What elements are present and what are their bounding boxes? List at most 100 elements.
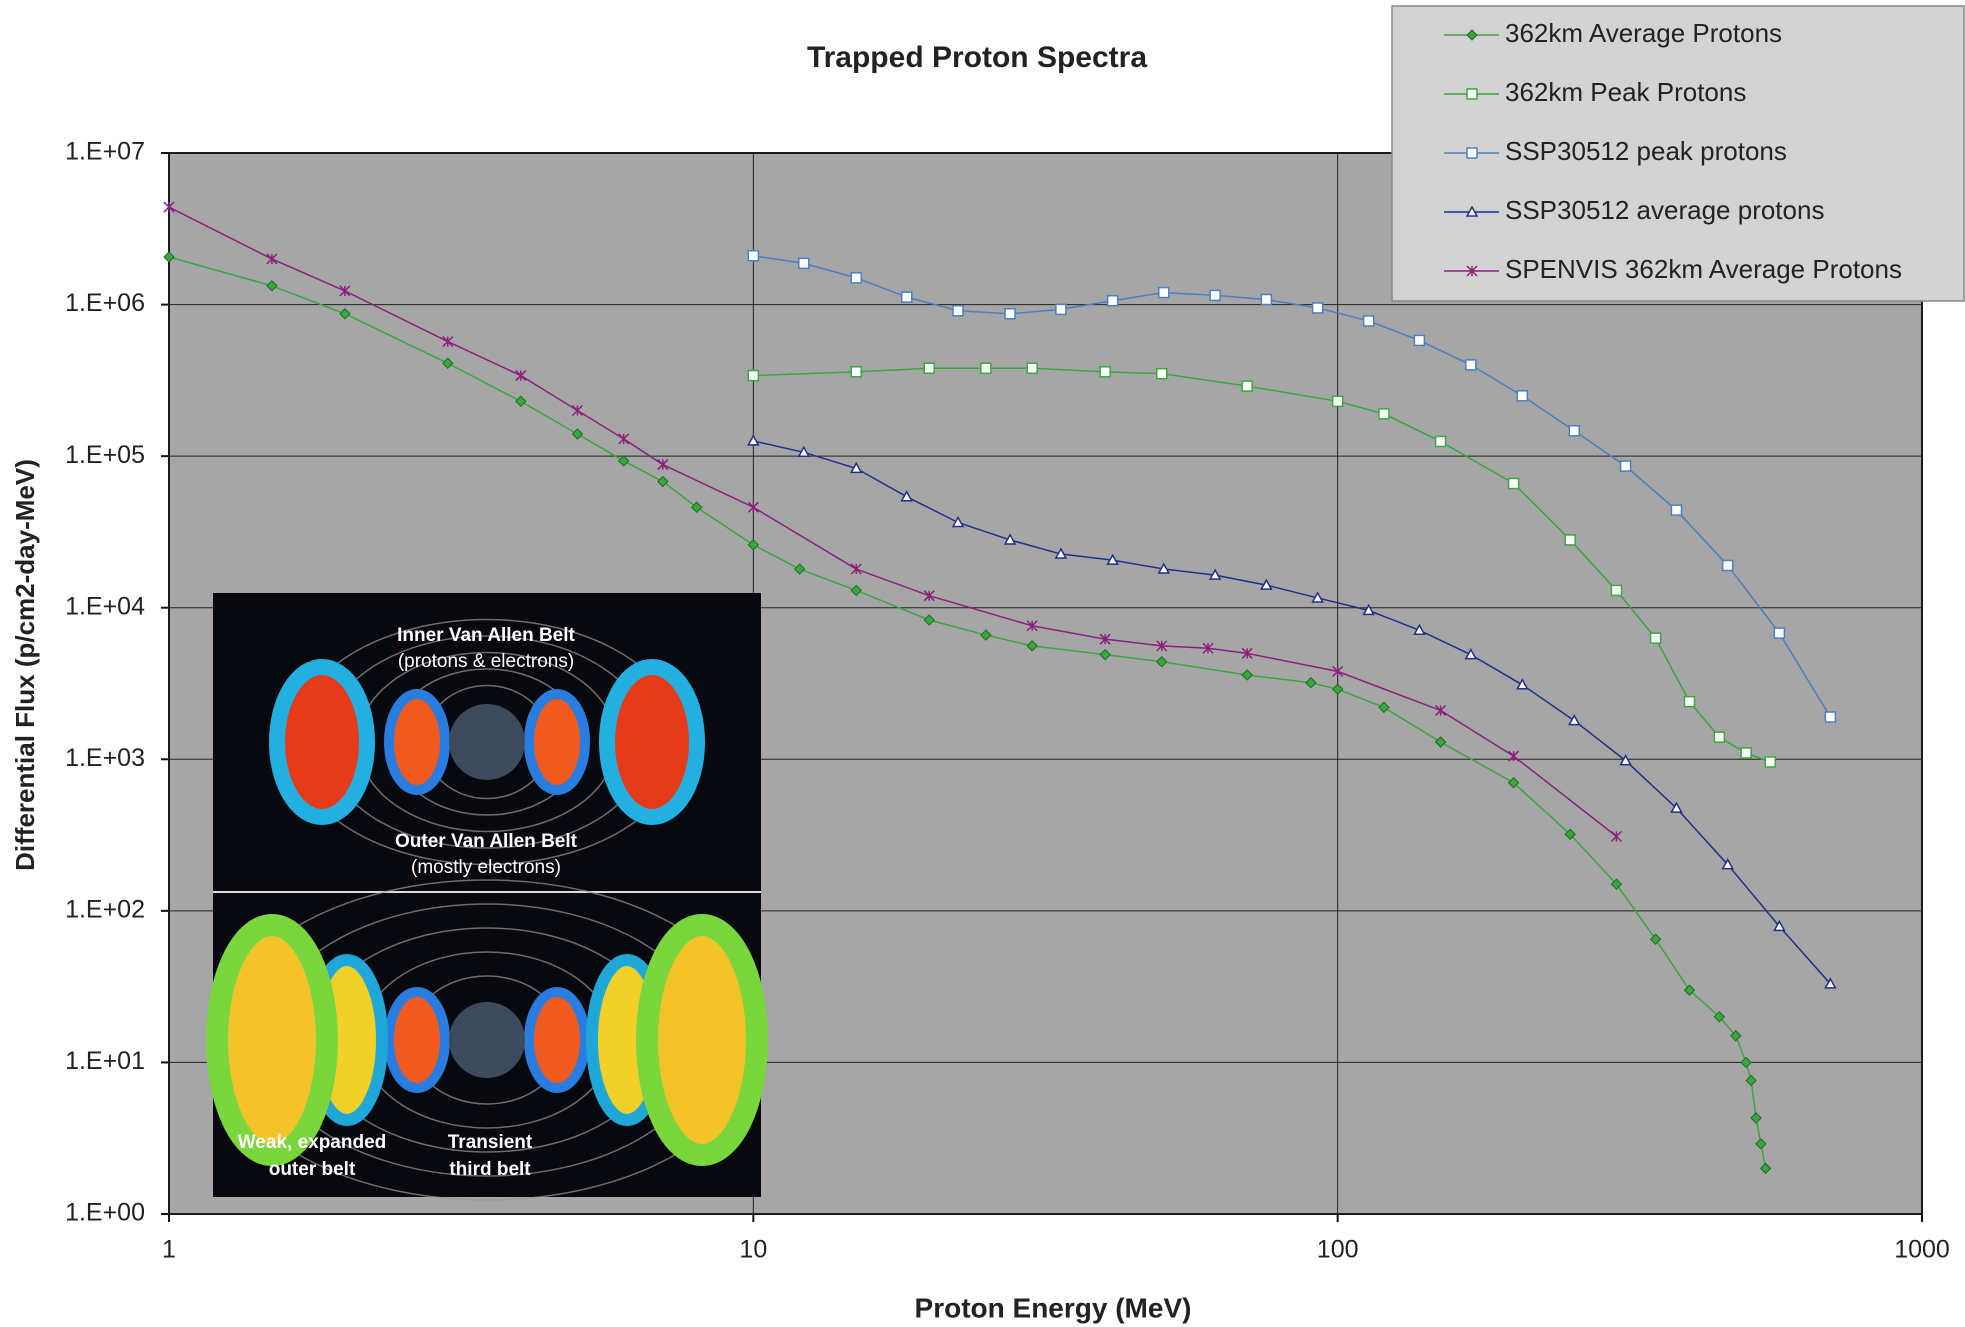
- data-point: [1721, 858, 1734, 870]
- data-point: [442, 357, 454, 369]
- data-point: [1026, 640, 1038, 652]
- data-point: [1209, 289, 1221, 302]
- data-point: [1413, 623, 1426, 636]
- data-point: [1106, 553, 1119, 565]
- legend-marker: [1465, 205, 1479, 217]
- data-point: [850, 584, 862, 597]
- data-point: [1202, 642, 1214, 654]
- y-tick-label: 1.E+06: [65, 289, 145, 317]
- legend-marker: [1466, 88, 1478, 100]
- earth: [449, 1002, 525, 1078]
- data-point: [850, 366, 862, 378]
- data-point: [618, 433, 630, 445]
- data-point: [1507, 477, 1520, 490]
- data-point: [515, 395, 527, 408]
- data-point: [1649, 632, 1662, 644]
- series-line: [168, 206, 1617, 837]
- x-tick-label: 10: [739, 1236, 767, 1264]
- data-point: [747, 249, 760, 262]
- earth: [449, 704, 525, 780]
- data-point: [798, 257, 810, 270]
- y-tick-label: 1.E+03: [65, 744, 145, 772]
- data-point: [1241, 669, 1253, 681]
- data-point: [900, 490, 913, 502]
- data-point: [747, 501, 759, 513]
- y-axis-label: Differential Flux (p/cm2-day-MeV): [10, 459, 40, 871]
- data-point: [980, 362, 992, 375]
- data-point: [850, 272, 862, 284]
- data-point: [1755, 1138, 1767, 1150]
- data-point: [849, 461, 863, 474]
- data-point: [793, 563, 806, 575]
- inner-belt: [524, 987, 590, 1093]
- data-point: [923, 590, 935, 602]
- data-point: [1713, 1011, 1726, 1023]
- x-tick-label: 1000: [1894, 1236, 1950, 1264]
- data-point: [339, 308, 351, 320]
- data-point: [1156, 640, 1168, 652]
- legend-label: SSP30512 peak protons: [1505, 136, 1787, 166]
- data-point: [1305, 677, 1317, 689]
- data-point: [1567, 714, 1581, 726]
- data-point: [1759, 1162, 1772, 1175]
- legend-label: 362km Peak Protons: [1505, 77, 1746, 107]
- data-point: [1619, 754, 1632, 766]
- data-point: [1156, 367, 1168, 380]
- data-point: [747, 539, 760, 551]
- y-tick-label: 1.E+04: [65, 592, 145, 620]
- data-point: [1332, 665, 1344, 677]
- data-point: [1435, 704, 1447, 716]
- data-point: [1465, 359, 1477, 371]
- data-point: [1099, 633, 1111, 645]
- series-line: [168, 256, 1767, 1169]
- data-point: [1683, 984, 1696, 996]
- y-tick-label: 1.E+07: [65, 138, 145, 166]
- data-point: [617, 455, 630, 467]
- data-point: [923, 362, 935, 375]
- data-point: [1156, 656, 1168, 668]
- data-point: [690, 501, 703, 513]
- data-point: [1362, 603, 1375, 616]
- legend-label: SPENVIS 362km Average Protons: [1505, 254, 1902, 284]
- data-point: [747, 434, 760, 446]
- data-point: [1516, 390, 1529, 402]
- data-point: [1750, 1112, 1762, 1124]
- data-point: [1721, 559, 1734, 572]
- y-tick-label: 1.E+05: [65, 441, 145, 469]
- x-tick-label: 1: [162, 1236, 176, 1264]
- data-point: [571, 428, 584, 440]
- data-point: [1619, 460, 1632, 472]
- data-point: [571, 404, 583, 417]
- x-tick-label: 100: [1317, 1236, 1359, 1264]
- data-point: [515, 370, 527, 382]
- data-point: [1362, 315, 1375, 327]
- data-point: [1670, 801, 1683, 813]
- data-point: [1241, 647, 1253, 659]
- inset-label: (mostly electrons): [411, 857, 561, 878]
- data-point: [266, 280, 278, 292]
- data-point: [1158, 286, 1170, 299]
- data-point: [1773, 627, 1786, 639]
- outer-belt: [599, 659, 705, 825]
- outer-belt: [206, 914, 338, 1166]
- data-point: [1004, 307, 1016, 320]
- legend-label: SSP30512 average protons: [1505, 195, 1824, 225]
- outer-belt: [269, 659, 375, 825]
- legend-label: 362km Average Protons: [1505, 18, 1782, 48]
- data-point: [1260, 578, 1273, 590]
- data-point: [1564, 828, 1576, 840]
- legend-marker: [1466, 265, 1478, 277]
- data-point: [1331, 683, 1344, 695]
- data-point: [657, 459, 669, 471]
- data-point: [1260, 293, 1273, 306]
- data-point: [1055, 303, 1067, 316]
- legend-marker: [1466, 29, 1478, 41]
- data-point: [850, 563, 862, 575]
- data-point: [266, 253, 278, 265]
- data-point: [1610, 830, 1622, 842]
- chart-title: Trapped Proton Spectra: [807, 41, 1147, 74]
- inset-label: Transient: [448, 1132, 533, 1153]
- data-point: [1649, 933, 1662, 945]
- data-point: [1311, 302, 1324, 314]
